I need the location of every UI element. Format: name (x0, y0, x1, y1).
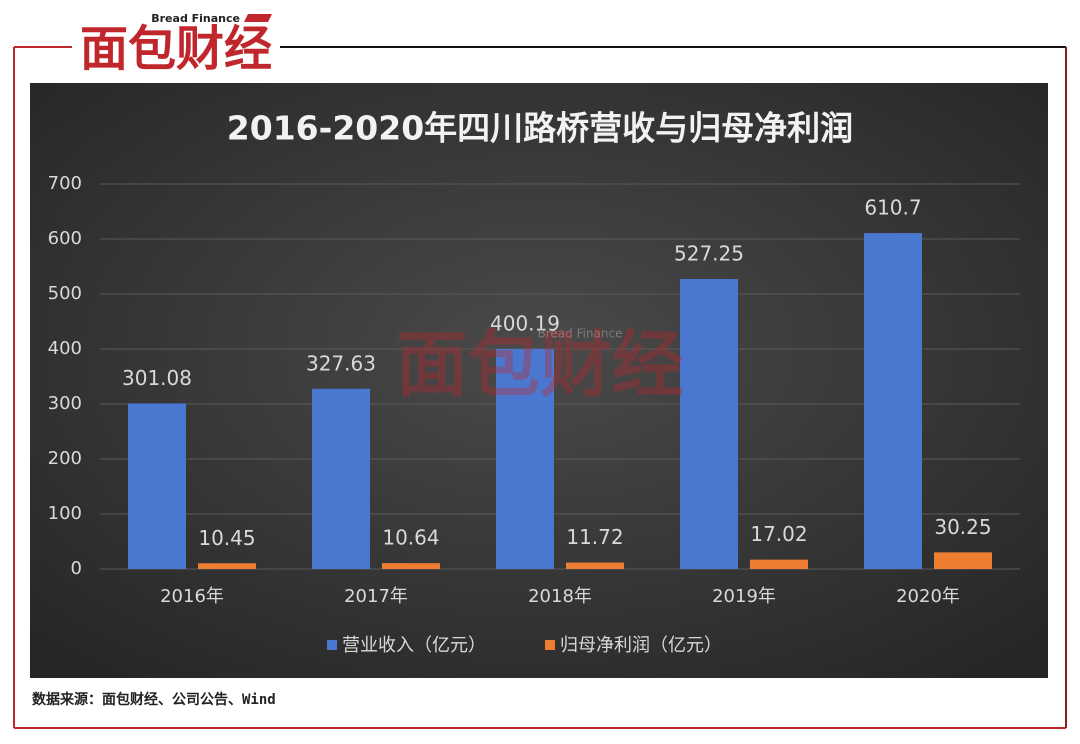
x-tick-label: 2016年 (160, 586, 224, 607)
value-label: 301.08 (122, 366, 192, 390)
legend-swatch (545, 640, 555, 650)
value-label: 327.63 (306, 351, 376, 375)
y-tick-label: 100 (48, 503, 82, 524)
legend-label: 归母净利润（亿元） (560, 635, 722, 656)
chart-title: 2016-2020年四川路桥营收与归母净利润 (227, 109, 853, 148)
logo: 面包财经 (80, 21, 272, 77)
bar (128, 403, 186, 569)
value-label: 527.25 (674, 242, 744, 266)
bar (566, 562, 624, 569)
plot: 0 100 200 300 400 500 600 700 2016年 301.08 10.45 20… (48, 173, 1020, 656)
bar (312, 388, 370, 569)
bar (934, 552, 992, 569)
bar (198, 563, 256, 569)
y-tick-label: 200 (48, 448, 82, 469)
x-tick-label: 2020年 (896, 586, 960, 607)
value-label: 11.72 (566, 525, 623, 549)
watermark: 面包财经 (396, 323, 684, 407)
x-tick-label: 2018年 (528, 586, 592, 607)
frame (13, 46, 1067, 729)
y-tick-label: 0 (71, 558, 82, 579)
value-label: 610.7 (864, 196, 921, 220)
bar (750, 559, 808, 569)
bar (680, 279, 738, 569)
value-label: 30.25 (934, 515, 991, 539)
bar (864, 233, 922, 570)
value-label: 400.19 (490, 311, 560, 335)
legend-swatch (327, 640, 337, 650)
x-tick-label: 2017年 (344, 586, 408, 607)
y-tick-label: 600 (48, 228, 82, 249)
y-tick-label: 300 (48, 393, 82, 414)
watermark-english: Bread Finance (538, 327, 623, 341)
value-label: 17.02 (750, 522, 807, 546)
legend-label: 营业收入（亿元） (342, 635, 486, 656)
y-tick-label: 700 (48, 173, 82, 194)
bar (382, 563, 440, 569)
y-tick-label: 500 (48, 283, 82, 304)
bar (496, 348, 554, 569)
value-label: 10.64 (382, 526, 439, 550)
logo-english: Bread Finance (151, 12, 240, 25)
logo-mark (244, 14, 272, 22)
x-tick-label: 2019年 (712, 586, 776, 607)
value-label: 10.45 (198, 526, 255, 550)
y-tick-label: 400 (48, 338, 82, 359)
source-note: 数据来源：面包财经、公司公告、Wind (32, 691, 276, 708)
